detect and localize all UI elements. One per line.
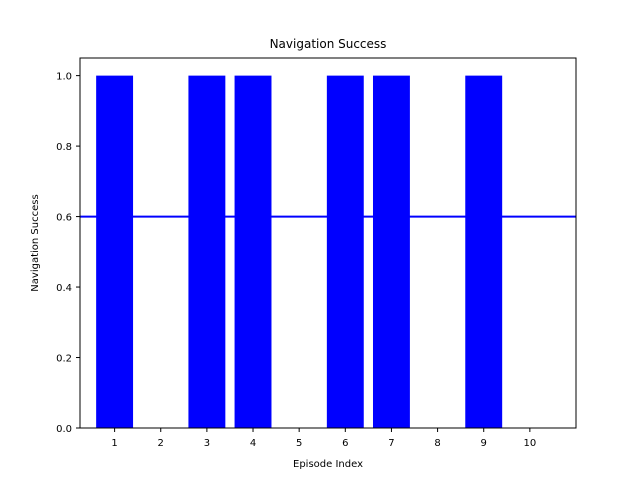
x-tick-label: 3 — [204, 438, 210, 449]
y-tick-label: 0.8 — [56, 142, 72, 153]
y-axis-label: Navigation Success — [30, 194, 41, 291]
x-axis-label: Episode Index — [293, 459, 363, 470]
x-tick-label: 1 — [111, 438, 117, 449]
x-tick-label: 10 — [523, 438, 536, 449]
bar-episode-7 — [372, 75, 410, 428]
bar-episode-3 — [188, 75, 226, 428]
x-tick-label: 6 — [342, 438, 348, 449]
x-axis: 1 2 3 4 5 6 7 8 9 10 — [111, 428, 536, 449]
x-tick-label: 9 — [481, 438, 487, 449]
x-tick-label: 2 — [158, 438, 164, 449]
plot-area — [79, 57, 577, 429]
y-tick-label: 0.2 — [56, 354, 72, 365]
y-tick-label: 0.6 — [56, 213, 72, 224]
y-tick-label: 0.0 — [56, 424, 72, 435]
x-tick-label: 5 — [296, 438, 302, 449]
x-tick-label: 8 — [434, 438, 440, 449]
bars-group — [96, 75, 503, 428]
y-tick-label: 1.0 — [56, 72, 72, 83]
bar-episode-1 — [96, 75, 134, 428]
bar-episode-4 — [234, 75, 272, 428]
bar-episode-9 — [465, 75, 503, 428]
chart-title: Navigation Success — [270, 37, 387, 51]
y-tick-label: 0.4 — [56, 283, 72, 294]
x-tick-label: 7 — [388, 438, 394, 449]
x-tick-label: 4 — [250, 438, 256, 449]
y-axis: 0.0 0.2 0.4 0.6 0.8 1.0 — [56, 72, 80, 435]
bar-episode-6 — [326, 75, 364, 428]
